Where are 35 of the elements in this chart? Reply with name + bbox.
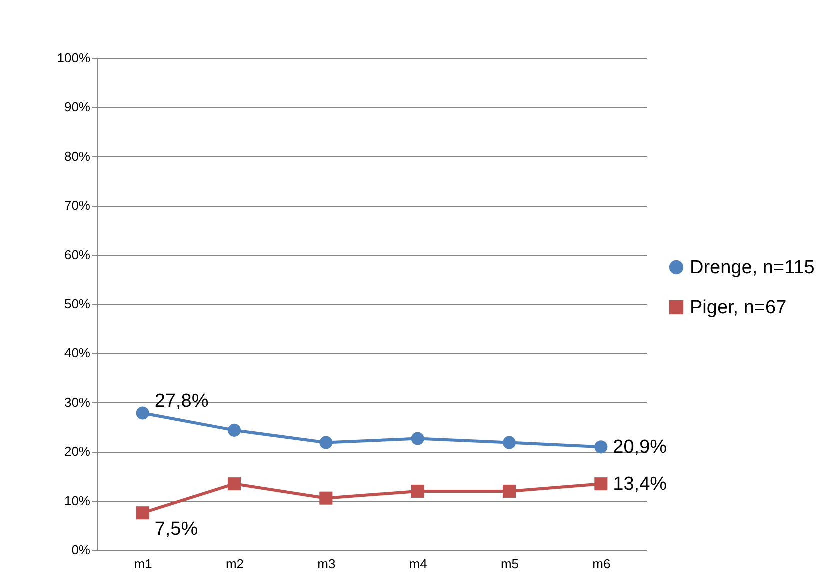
y-tick-label: 50% <box>64 296 91 312</box>
y-tick-label: 40% <box>64 346 91 361</box>
point <box>411 432 424 446</box>
y-tick-label: 0% <box>72 542 91 558</box>
data-label: 20,9% <box>613 437 668 458</box>
y-tick-label: 10% <box>64 493 91 508</box>
point <box>594 440 608 454</box>
point <box>136 506 150 520</box>
x-tick-label: m2 <box>226 556 244 572</box>
y-tick-label: 20% <box>64 444 91 460</box>
x-tick-label: m1 <box>134 556 152 572</box>
legend-label: Drenge, n=115 <box>690 258 815 278</box>
point <box>136 406 150 420</box>
y-tick-label: 60% <box>64 247 91 262</box>
legend-label: Piger, n=67 <box>690 298 787 318</box>
point <box>228 424 242 437</box>
x-tick-label: m3 <box>318 556 336 572</box>
data-label: 13,4% <box>613 474 668 496</box>
point <box>320 436 333 450</box>
data-label: 27,8% <box>154 391 209 412</box>
point <box>320 492 333 505</box>
y-tick-label: 100% <box>57 50 91 66</box>
y-tick-label: 80% <box>64 148 91 164</box>
data-label: 7,5% <box>154 519 198 540</box>
point <box>228 478 242 491</box>
point <box>502 436 516 450</box>
x-tick-label: m4 <box>409 556 428 572</box>
x-tick-label: m6 <box>592 556 611 572</box>
x-tick-label: m5 <box>500 556 520 572</box>
point <box>502 484 516 498</box>
point <box>594 478 608 491</box>
y-tick-label: 90% <box>64 100 91 115</box>
y-tick-label: 70% <box>64 198 91 214</box>
point <box>411 484 424 498</box>
y-tick-label: 30% <box>64 394 91 410</box>
